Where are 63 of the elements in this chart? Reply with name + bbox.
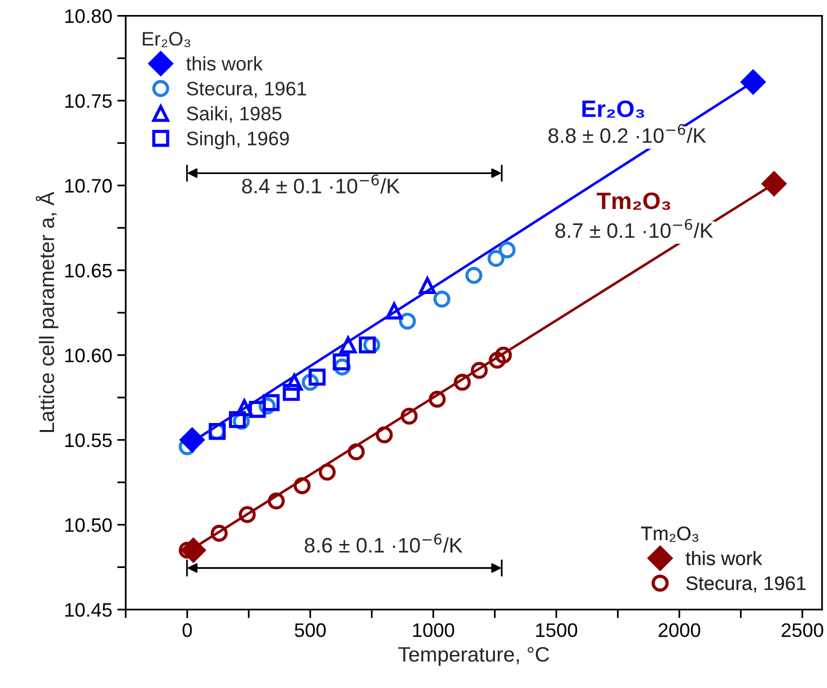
point	[318, 464, 336, 481]
annotation: 8.4 ± 0.1 ·10$^{−6}$/K	[242, 174, 400, 194]
point	[181, 538, 206, 563]
annotation: Tm₂O₃	[596, 192, 670, 210]
point	[762, 171, 786, 196]
annotation: 8.8 ± 0.2 ·10$^{−6}$/K	[548, 124, 706, 143]
y-tick-label: 10.60	[65, 348, 112, 362]
legend-label: Stecura, 1961	[686, 576, 806, 592]
annotation: 8.7 ± 0.1 ·10$^{−6}$/K	[555, 218, 714, 238]
x-tick-label: 1000	[413, 623, 454, 638]
y-tick-label: 10.80	[65, 9, 112, 24]
point	[400, 408, 418, 425]
point	[488, 250, 504, 267]
y-tick-label: 10.50	[65, 518, 112, 532]
point	[418, 277, 436, 294]
text: Er₂O₃	[142, 32, 190, 48]
point	[180, 428, 204, 452]
point	[470, 362, 488, 379]
point	[340, 336, 357, 354]
y-tick-label: 10.75	[65, 94, 112, 108]
legend-label: Singh, 1969	[186, 131, 289, 150]
y-tick-label: 10.65	[65, 264, 112, 278]
point	[454, 374, 471, 391]
x-tick-label: 2000	[658, 623, 700, 638]
text: Tm₂O₃	[641, 526, 698, 542]
y-tick-label: 10.70	[65, 178, 112, 193]
x-axis-title: Temperature, °C	[398, 646, 550, 666]
legend-label: Stecura, 1961	[186, 82, 306, 98]
point	[238, 506, 256, 524]
annotation: Er₂O₃	[582, 100, 644, 118]
point	[282, 384, 300, 401]
point	[398, 312, 416, 330]
point	[294, 477, 311, 494]
point	[498, 241, 516, 258]
y-axis-title: Lattice cell parameter a, Å	[36, 192, 58, 432]
x-tick-label: 2500	[782, 623, 824, 638]
y-tick-label: 10.45	[65, 603, 112, 617]
legend-label: this work	[686, 550, 762, 566]
point	[740, 70, 766, 94]
point	[286, 374, 303, 391]
point	[386, 302, 403, 320]
point	[210, 524, 228, 542]
x-tick-label: 500	[294, 623, 326, 638]
point	[488, 352, 506, 369]
point	[262, 394, 280, 412]
point	[465, 266, 482, 284]
point	[358, 336, 376, 354]
point	[428, 390, 446, 408]
point	[433, 290, 450, 308]
point	[308, 368, 326, 386]
y-tick-label: 10.55	[65, 433, 112, 448]
point	[228, 411, 246, 428]
point	[348, 443, 365, 460]
point	[332, 353, 350, 370]
x-tick-label: 0	[182, 623, 192, 638]
point	[376, 426, 393, 444]
x-tick-label: 1500	[536, 623, 578, 638]
legend-label: Saiki, 1985	[186, 106, 282, 123]
point	[268, 492, 285, 510]
point	[494, 346, 512, 364]
legend-label: this work	[186, 56, 263, 71]
point	[248, 400, 266, 418]
annotation: 8.6 ± 0.1 ·10$^{−6}$/K	[304, 534, 462, 553]
